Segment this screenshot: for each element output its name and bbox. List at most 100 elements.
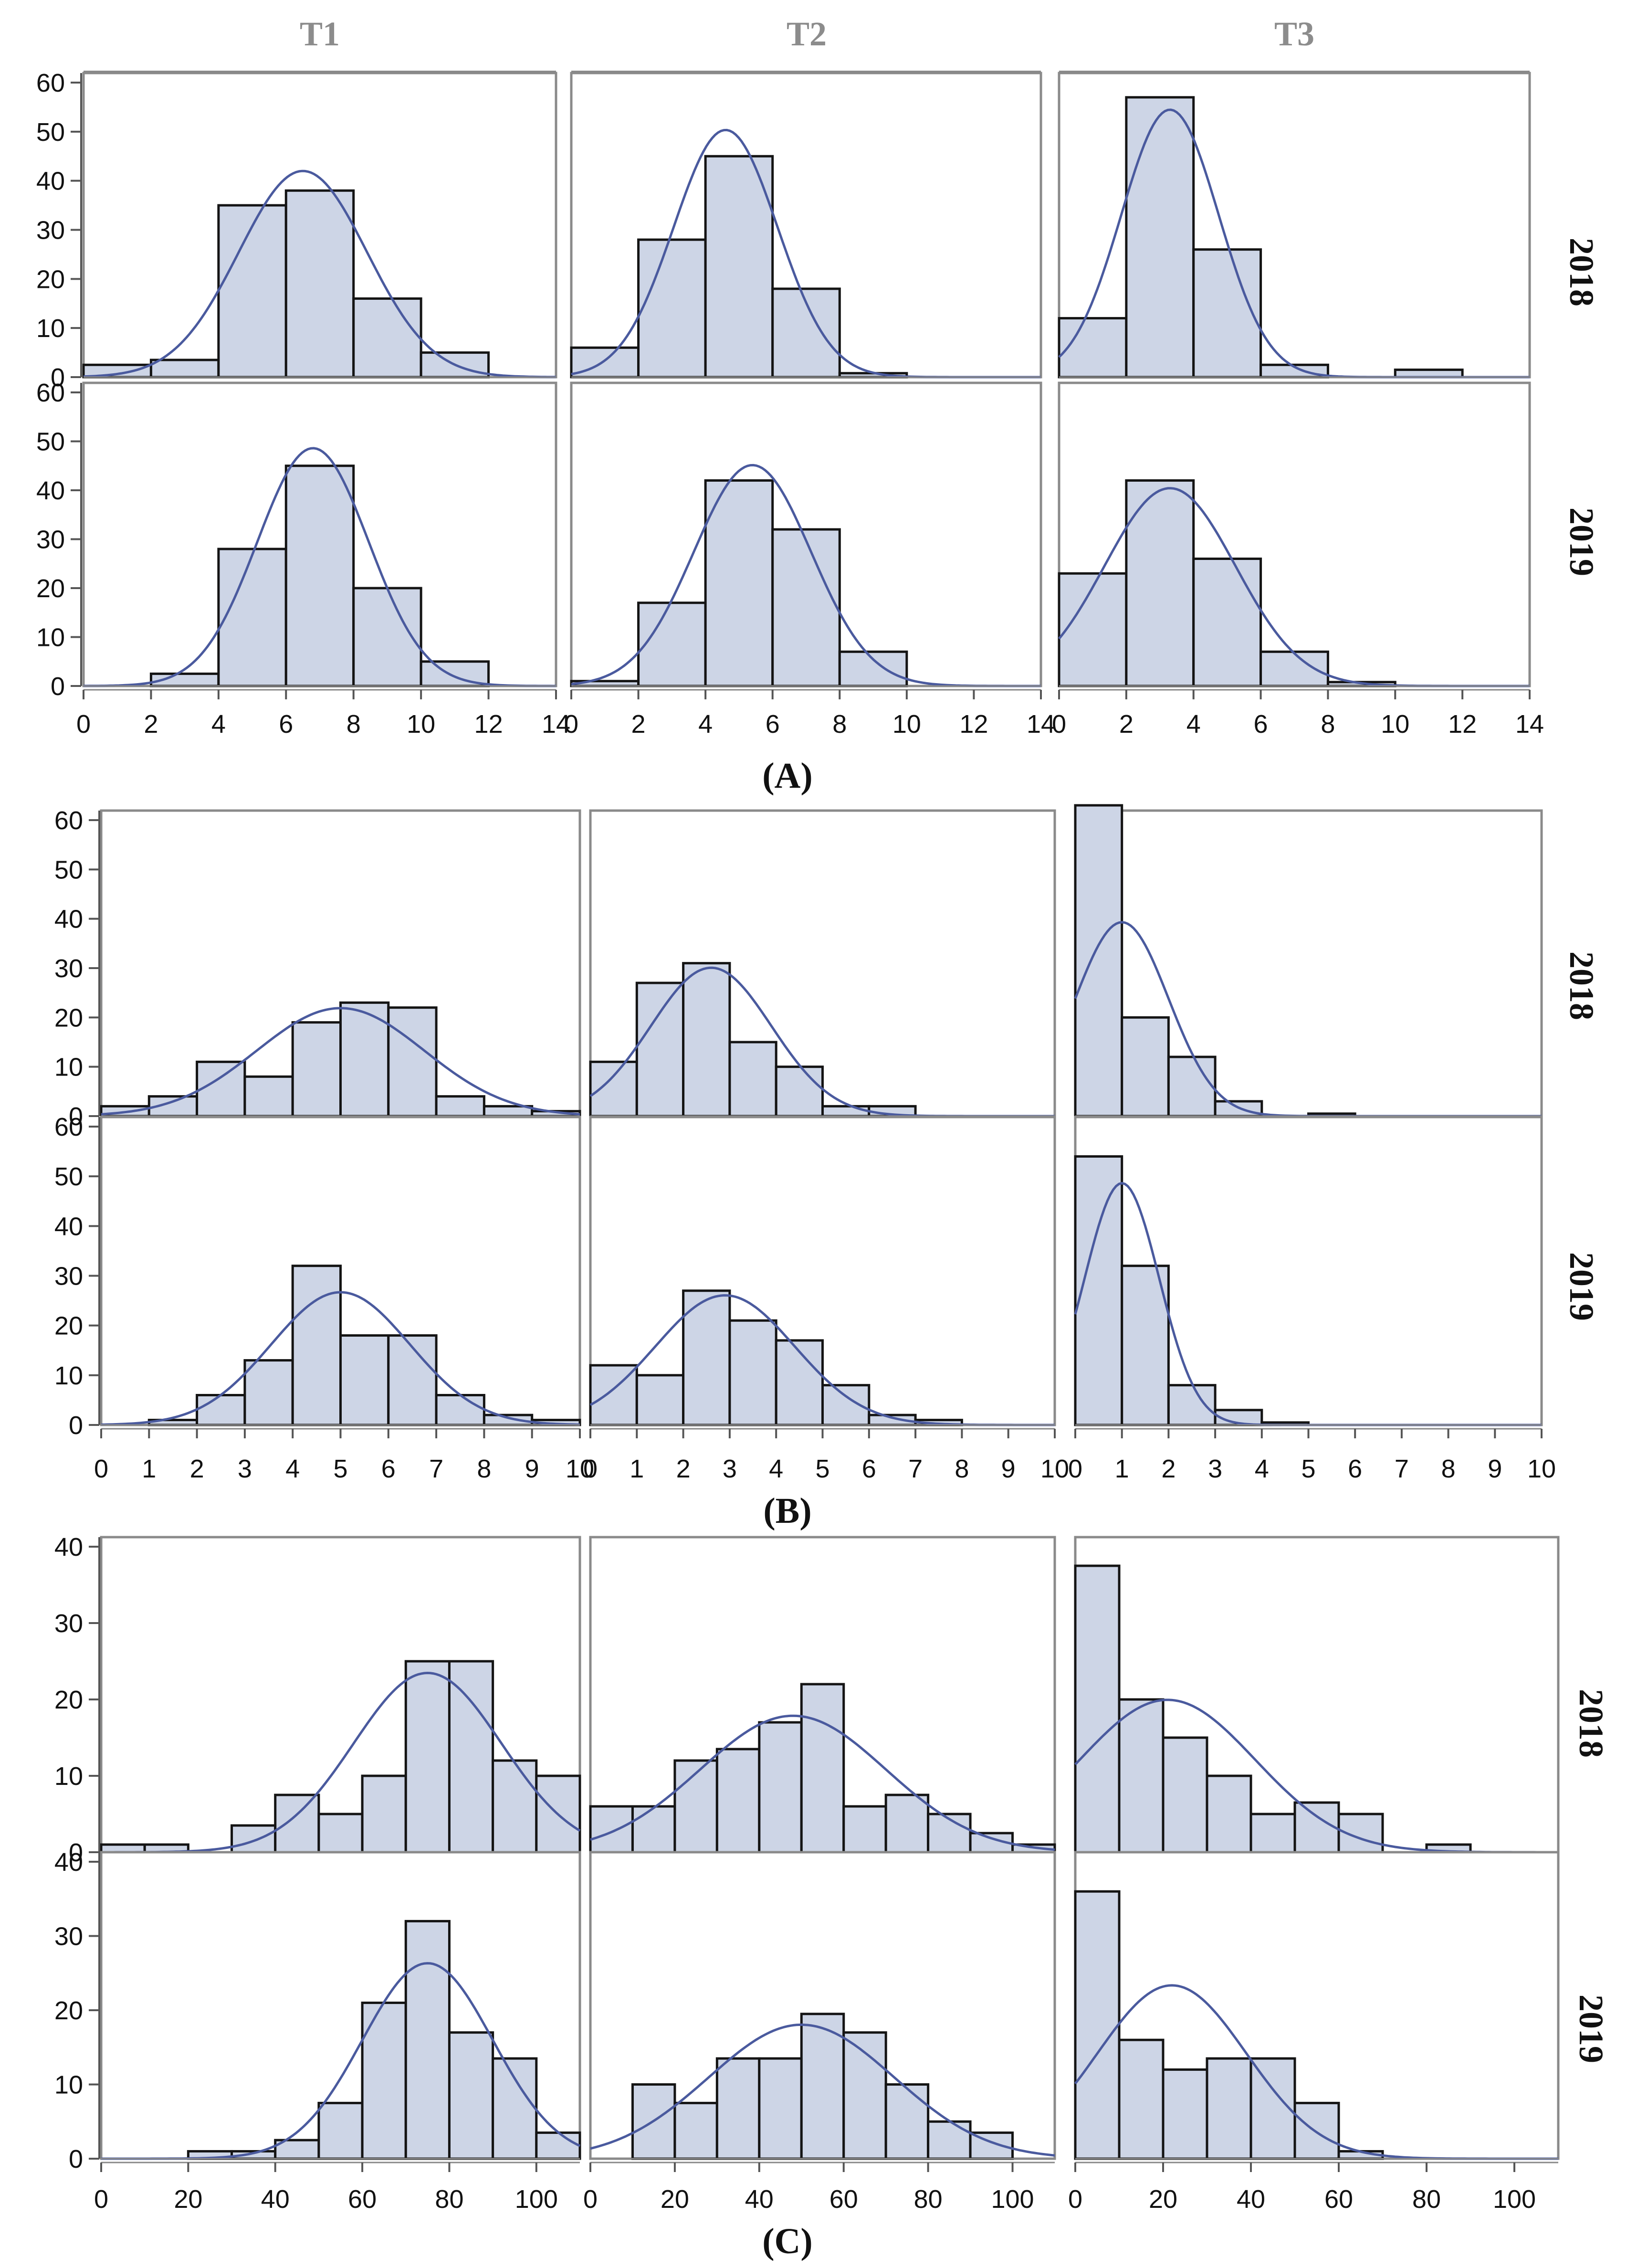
histogram-bar: [1260, 650, 1329, 687]
x-axis-t1: 0 2 4 6 8 10 12 14: [76, 689, 570, 738]
normal-density-curve: [590, 2023, 1055, 2157]
x-tick-label: 80: [435, 2185, 463, 2214]
histogram-bar: [728, 1041, 777, 1118]
normal-density-curve: [101, 1007, 580, 1116]
x-tick-label: 80: [1412, 2185, 1441, 2214]
x-tick-label: 1: [630, 1455, 644, 1483]
y-tick-label: 50: [54, 855, 83, 884]
histogram-bar: [274, 1793, 320, 1854]
histogram-bar: [1167, 1384, 1217, 1426]
y-tick-label: 20: [54, 1686, 83, 1714]
x-tick-label: 20: [1149, 2185, 1177, 2214]
histogram-bar: [1206, 1774, 1252, 1854]
y-axis-row-2018: 0 10 20 30 40 50 60: [36, 69, 82, 392]
y-tick-label: 40: [36, 476, 65, 505]
histogram-bar: [448, 1660, 494, 1854]
x-tick-label: 8: [1321, 710, 1335, 738]
facet-t2-2019: [589, 1851, 1056, 2160]
column-header-t3: T3: [1274, 15, 1314, 53]
histogram-bar: [1249, 1813, 1296, 1854]
panel-label: (C): [762, 2221, 813, 2261]
histogram-bar: [704, 155, 774, 379]
histogram-bar: [1162, 2068, 1208, 2160]
x-tick-label: 40: [745, 2185, 774, 2214]
y-axis-row-2019: 0 10 20 30 40 50 60: [36, 379, 82, 701]
histogram-bar: [884, 1793, 930, 1854]
normal-density-curve: [101, 1291, 580, 1426]
histogram-bar: [535, 2131, 581, 2160]
x-tick-label: 2: [1119, 710, 1134, 738]
histogram-bar: [1192, 248, 1262, 379]
y-tick-label: 10: [54, 2071, 83, 2099]
x-tick-label: 100: [1493, 2185, 1536, 2214]
y-tick-label: 10: [54, 1053, 83, 1082]
histogram-bar: [821, 1105, 871, 1118]
x-axis-t1: 0 20 40 60 80 100: [94, 2162, 580, 2214]
x-tick-label: 10: [1040, 1455, 1069, 1483]
y-axis-row-2018: 0 10 20 30 40 50 60: [54, 806, 100, 1131]
y-tick-label: 30: [54, 1609, 83, 1638]
histogram-bar: [435, 1394, 485, 1426]
histogram-bar: [673, 1759, 718, 1854]
x-tick-label: 9: [525, 1455, 539, 1483]
y-tick-label: 0: [69, 1102, 83, 1131]
histogram-bar: [1074, 1564, 1121, 1854]
histogram-bar: [715, 1748, 761, 1854]
histogram-bar: [1058, 572, 1128, 687]
x-tick-label: 6: [381, 1455, 396, 1483]
y-tick-label: 40: [54, 1533, 83, 1561]
y-tick-label: 10: [54, 1762, 83, 1791]
facet-t1-2019: [100, 1116, 581, 1426]
histogram-bar: [1118, 2038, 1165, 2160]
y-tick-label: 50: [54, 1162, 83, 1191]
facet-t1-2019: [100, 1851, 581, 2160]
x-tick-label: 8: [346, 710, 361, 738]
histogram-bar: [243, 1359, 294, 1426]
histogram-bar: [1293, 1801, 1340, 1854]
facet-t2-2019: [570, 381, 1042, 687]
x-tick-label: 0: [1068, 2185, 1082, 2214]
facet-t1-2018: [100, 1536, 581, 1854]
histogram-bar: [196, 1394, 246, 1426]
histogram-bar: [448, 2031, 494, 2160]
facet-t1-2018: [100, 809, 581, 1118]
histogram-bar: [637, 238, 707, 379]
y-tick-label: 60: [36, 69, 65, 97]
x-tick-label: 1: [1115, 1455, 1129, 1483]
y-tick-label: 20: [54, 1996, 83, 2025]
histogram-bar: [387, 1006, 438, 1118]
histogram-bar: [704, 479, 774, 687]
x-axis-t3: 0 20 40 60 80 100: [1068, 2162, 1558, 2214]
histogram-bar: [884, 2083, 930, 2160]
y-tick-label: 20: [54, 1312, 83, 1340]
x-tick-label: 0: [564, 710, 578, 738]
x-tick-label: 60: [1324, 2185, 1353, 2214]
x-tick-label: 2: [1161, 1455, 1176, 1483]
histogram-bar: [1249, 2057, 1296, 2160]
histogram-bar: [435, 1095, 485, 1118]
y-axis-row-2019: 0 10 20 30 40: [54, 1848, 100, 2173]
x-tick-label: 4: [285, 1455, 300, 1483]
x-tick-label: 6: [1348, 1455, 1362, 1483]
histogram-bar: [682, 1289, 731, 1426]
histogram-bar: [217, 204, 287, 379]
column-header-t1: T1: [300, 15, 340, 53]
facet-t1-2019: [82, 381, 557, 687]
x-axis-t3: 0 2 4 6 8 10 12 14: [1052, 689, 1544, 738]
histogram-bar: [1118, 1698, 1165, 1854]
histogram-bar: [631, 1805, 676, 1854]
y-tick-label: 10: [54, 1361, 83, 1390]
x-tick-label: 20: [174, 2185, 202, 2214]
x-tick-label: 6: [279, 710, 293, 738]
x-tick-label: 3: [238, 1455, 252, 1483]
facet-t3-2019: [1074, 1851, 1560, 2160]
x-tick-label: 0: [76, 710, 91, 738]
x-axis-t2: 0 1 2 3 4 5 6 7 8 9 10: [583, 1428, 1069, 1483]
x-tick-label: 5: [815, 1455, 829, 1483]
x-tick-label: 40: [1237, 2185, 1265, 2214]
row-label-2018: 2018: [1563, 238, 1601, 306]
y-tick-label: 0: [51, 363, 65, 392]
x-tick-label: 10: [892, 710, 921, 738]
histogram-bar: [404, 1920, 451, 2160]
